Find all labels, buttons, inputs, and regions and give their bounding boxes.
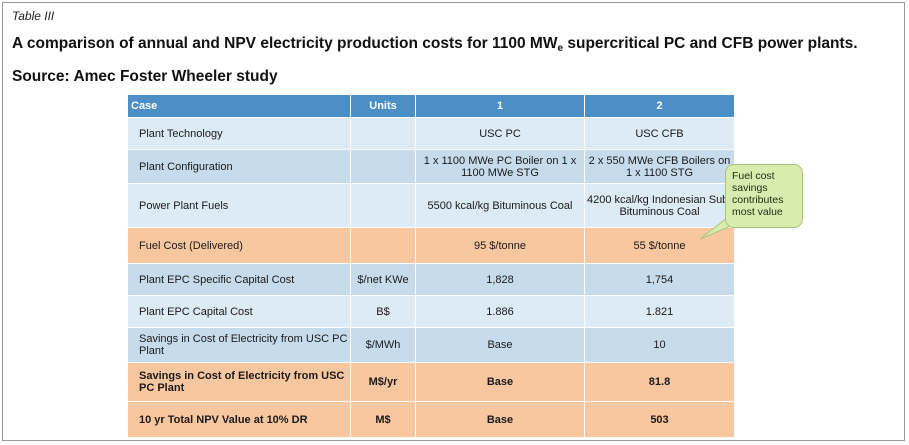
row-value-2: 55 $/tonne xyxy=(585,228,734,264)
row-value-2: 1,754 xyxy=(585,264,734,296)
row-value-2: 503 xyxy=(585,402,734,438)
header-units: Units xyxy=(351,95,416,118)
row-label: Plant Technology xyxy=(128,118,351,150)
row-value-1: Base xyxy=(416,363,585,402)
row-label: Plant EPC Specific Capital Cost xyxy=(128,264,351,296)
row-label: Plant EPC Capital Cost xyxy=(128,296,351,328)
row-label: Plant Configuration xyxy=(128,150,351,184)
table-row: Savings in Cost of Electricity from USC … xyxy=(128,363,734,402)
row-units: $/MWh xyxy=(351,328,416,363)
row-label: Fuel Cost (Delivered) xyxy=(128,228,351,264)
table-row: 10 yr Total NPV Value at 10% DR M$ Base … xyxy=(128,402,734,438)
table-row: Plant EPC Specific Capital Cost $/net KW… xyxy=(128,264,734,296)
row-value-1: USC PC xyxy=(416,118,585,150)
comparison-table: Case Units 1 2 Plant Technology USC PC U… xyxy=(128,95,734,438)
row-value-1: 5500 kcal/kg Bituminous Coal xyxy=(416,184,585,228)
caption-text: A comparison of annual and NPV electrici… xyxy=(12,35,558,52)
row-value-1: 1 x 1100 MWe PC Boiler on 1 x 1100 MWe S… xyxy=(416,150,585,184)
row-units xyxy=(351,228,416,264)
table-header-row: Case Units 1 2 xyxy=(128,95,734,118)
row-label: 10 yr Total NPV Value at 10% DR xyxy=(128,402,351,438)
row-value-1: 95 $/tonne xyxy=(416,228,585,264)
header-case-2: 2 xyxy=(585,95,734,118)
table-caption: A comparison of annual and NPV electrici… xyxy=(12,30,892,91)
row-label: Power Plant Fuels xyxy=(128,184,351,228)
row-label: Savings in Cost of Electricity from USC … xyxy=(128,328,351,363)
table-row: Savings in Cost of Electricity from USC … xyxy=(128,328,734,363)
row-units: $/net KWe xyxy=(351,264,416,296)
row-units xyxy=(351,184,416,228)
row-value-2: USC CFB xyxy=(585,118,734,150)
table-row: Power Plant Fuels 5500 kcal/kg Bituminou… xyxy=(128,184,734,228)
row-units: M$ xyxy=(351,402,416,438)
row-value-1: Base xyxy=(416,402,585,438)
row-value-2: 81.8 xyxy=(585,363,734,402)
row-value-2: 2 x 550 MWe CFB Boilers on 1 x 1100 STG xyxy=(585,150,734,184)
row-units: B$ xyxy=(351,296,416,328)
callout-note: Fuel cost savings contributes most value xyxy=(725,164,803,228)
row-value-1: 1,828 xyxy=(416,264,585,296)
row-units xyxy=(351,118,416,150)
table-row: Plant EPC Capital Cost B$ 1.886 1.821 xyxy=(128,296,734,328)
row-units: M$/yr xyxy=(351,363,416,402)
row-label: Savings in Cost of Electricity from USC … xyxy=(128,363,351,402)
table-row: Plant Configuration 1 x 1100 MWe PC Boil… xyxy=(128,150,734,184)
row-value-2: 4200 kcal/kg Indonesian Sub-Bituminous C… xyxy=(585,184,734,228)
table-row: Fuel Cost (Delivered) 95 $/tonne 55 $/to… xyxy=(128,228,734,264)
row-value-1: 1.886 xyxy=(416,296,585,328)
caption-text-rest: supercritical PC and CFB power plants. S… xyxy=(12,35,858,85)
table-row: Plant Technology USC PC USC CFB xyxy=(128,118,734,150)
header-case-1: 1 xyxy=(416,95,585,118)
row-units xyxy=(351,150,416,184)
header-case: Case xyxy=(128,95,351,118)
caption-subscript: e xyxy=(557,43,564,54)
row-value-2: 1.821 xyxy=(585,296,734,328)
row-value-2: 10 xyxy=(585,328,734,363)
row-value-1: Base xyxy=(416,328,585,363)
table-label: Table III xyxy=(12,9,55,23)
